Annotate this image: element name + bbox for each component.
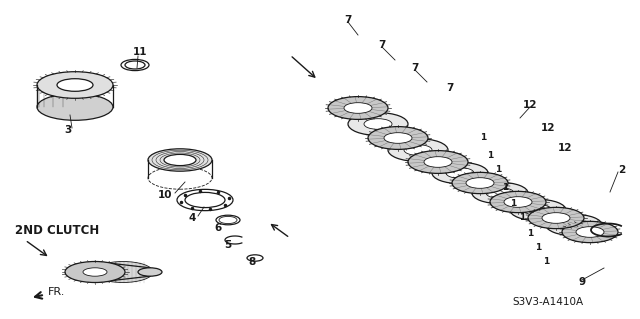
Ellipse shape bbox=[466, 178, 494, 188]
Ellipse shape bbox=[542, 213, 570, 223]
Ellipse shape bbox=[452, 172, 508, 194]
Text: FR.: FR. bbox=[35, 287, 65, 299]
Text: 1: 1 bbox=[543, 257, 549, 266]
Text: 1: 1 bbox=[495, 166, 501, 174]
Text: 1: 1 bbox=[502, 183, 508, 192]
Ellipse shape bbox=[138, 268, 162, 276]
Text: 7: 7 bbox=[446, 83, 454, 93]
Ellipse shape bbox=[528, 207, 584, 229]
Ellipse shape bbox=[164, 154, 196, 166]
Text: 8: 8 bbox=[248, 257, 255, 267]
Ellipse shape bbox=[560, 220, 588, 230]
Text: 4: 4 bbox=[188, 213, 196, 223]
Ellipse shape bbox=[576, 227, 604, 237]
Text: 2ND CLUTCH: 2ND CLUTCH bbox=[15, 224, 99, 236]
Text: 1: 1 bbox=[527, 228, 533, 238]
Ellipse shape bbox=[432, 162, 488, 184]
Ellipse shape bbox=[388, 138, 448, 161]
Ellipse shape bbox=[57, 79, 93, 91]
Text: 1: 1 bbox=[480, 133, 486, 143]
Text: 11: 11 bbox=[132, 47, 147, 57]
Ellipse shape bbox=[37, 94, 113, 120]
Ellipse shape bbox=[65, 262, 125, 283]
Text: 12: 12 bbox=[557, 143, 572, 153]
Ellipse shape bbox=[148, 149, 212, 171]
Text: 6: 6 bbox=[214, 223, 221, 233]
Ellipse shape bbox=[364, 119, 392, 129]
Ellipse shape bbox=[472, 182, 528, 204]
Text: 7: 7 bbox=[412, 63, 419, 73]
Text: 9: 9 bbox=[579, 277, 586, 287]
Ellipse shape bbox=[490, 191, 546, 213]
Ellipse shape bbox=[504, 197, 532, 207]
Ellipse shape bbox=[562, 221, 618, 243]
Ellipse shape bbox=[83, 268, 107, 276]
Ellipse shape bbox=[510, 199, 566, 221]
Ellipse shape bbox=[486, 188, 514, 198]
Text: 1: 1 bbox=[519, 213, 525, 222]
Text: 3: 3 bbox=[65, 125, 72, 135]
Text: 1: 1 bbox=[535, 243, 541, 253]
Ellipse shape bbox=[384, 133, 412, 143]
Text: S3V3-A1410A: S3V3-A1410A bbox=[513, 297, 584, 307]
Ellipse shape bbox=[546, 214, 602, 236]
Text: 10: 10 bbox=[157, 190, 172, 200]
Text: 5: 5 bbox=[225, 240, 232, 250]
Text: 7: 7 bbox=[378, 40, 386, 50]
Ellipse shape bbox=[368, 127, 428, 149]
Text: 1: 1 bbox=[510, 199, 516, 209]
Text: 2: 2 bbox=[618, 165, 626, 175]
Ellipse shape bbox=[93, 262, 153, 283]
Text: 12: 12 bbox=[523, 100, 537, 110]
Text: 7: 7 bbox=[344, 15, 352, 25]
Ellipse shape bbox=[37, 72, 113, 98]
Text: 12: 12 bbox=[541, 123, 556, 133]
Ellipse shape bbox=[404, 145, 432, 155]
Ellipse shape bbox=[424, 157, 452, 167]
Ellipse shape bbox=[328, 97, 388, 119]
Ellipse shape bbox=[344, 103, 372, 113]
Ellipse shape bbox=[524, 205, 552, 215]
Ellipse shape bbox=[408, 151, 468, 174]
Ellipse shape bbox=[348, 113, 408, 135]
Text: 1: 1 bbox=[487, 151, 493, 160]
Ellipse shape bbox=[446, 168, 474, 178]
